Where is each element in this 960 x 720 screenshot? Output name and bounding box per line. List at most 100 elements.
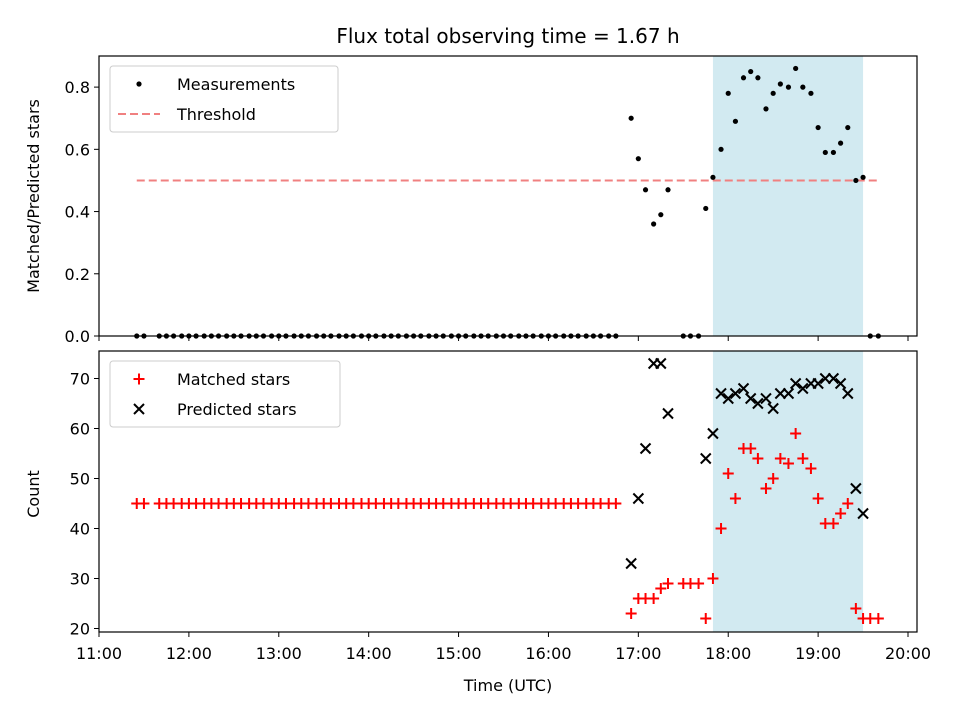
data-point (648, 593, 660, 604)
x-tick-label: 14:00 (346, 644, 392, 663)
data-point (138, 498, 150, 509)
x-tick-label: 18:00 (705, 644, 751, 663)
data-point (700, 452, 712, 465)
data-point (812, 377, 824, 390)
data-point (655, 357, 667, 370)
data-point (651, 221, 657, 227)
data-point (853, 177, 859, 184)
axes-frame (98, 55, 918, 337)
legend-box (109, 360, 341, 428)
data-point (782, 387, 795, 400)
y-tick-label: 50 (70, 470, 90, 489)
y-tick-label: 20 (70, 620, 90, 639)
data-point (800, 84, 806, 90)
data-point (722, 392, 734, 405)
data-point (610, 498, 622, 509)
data-point (628, 115, 634, 121)
data-point (860, 174, 866, 180)
data-point (760, 483, 772, 494)
legend-label: Matched stars (177, 370, 290, 389)
x-axis-title: Time (UTC) (463, 676, 552, 695)
data-point (789, 377, 802, 390)
data-point (700, 613, 712, 624)
data-point (740, 75, 747, 81)
legend-marker (133, 403, 145, 415)
data-point (845, 124, 851, 131)
data-point (715, 523, 727, 534)
x-tick-label: 13:00 (256, 644, 302, 663)
data-point (872, 613, 884, 624)
data-point (737, 382, 750, 395)
data-point (639, 442, 652, 455)
y-axis-title-top: Matched/Predicted stars (24, 99, 43, 293)
data-point (625, 557, 637, 570)
legend: Measurements Threshold (109, 65, 339, 133)
data-point (718, 146, 724, 152)
data-point (707, 427, 719, 440)
data-point (827, 518, 839, 529)
x-tick-label: 20:00 (885, 644, 931, 663)
data-point (625, 608, 637, 619)
x-tick-label: 16:00 (525, 644, 571, 663)
data-point (635, 156, 641, 162)
series-predicted-stars (625, 357, 869, 570)
data-point (665, 187, 671, 193)
data-point (763, 106, 769, 112)
data-point (642, 187, 649, 193)
data-point (842, 498, 854, 509)
x-tick-label: 17:00 (615, 644, 661, 663)
y-tick-label: 0.4 (65, 203, 90, 222)
data-point (808, 90, 814, 96)
data-point (777, 81, 783, 87)
y-axis-title-bottom: Count (24, 470, 43, 518)
x-tick-label: 11:00 (76, 644, 122, 663)
data-point (703, 205, 709, 212)
data-point (797, 453, 809, 464)
data-point (790, 428, 802, 439)
y-tick-label: 70 (70, 370, 90, 389)
legend-label: Predicted stars (177, 400, 297, 419)
data-point (752, 453, 764, 464)
data-point (662, 578, 674, 589)
data-point (662, 407, 674, 420)
data-point (767, 473, 779, 484)
data-point (837, 140, 844, 146)
y-tick-label: 30 (70, 570, 90, 589)
y-tick-label: 40 (70, 520, 90, 539)
y-tick-label: 0.2 (65, 265, 90, 284)
observing-window-span (712, 351, 864, 632)
data-point (693, 578, 705, 589)
legend-marker (136, 81, 142, 87)
series-matched-stars (131, 428, 884, 624)
data-point (834, 377, 847, 390)
legend-label: Threshold (176, 105, 256, 124)
data-point (710, 174, 716, 180)
y-tick-label: 0.6 (65, 140, 90, 159)
data-point (658, 212, 664, 218)
data-point (785, 84, 792, 90)
ratio-panel: 0.0 0.2 0.4 0.6 0.8 Measurements Threshold (65, 55, 918, 346)
data-point (850, 603, 862, 614)
data-point (774, 387, 787, 400)
data-point (632, 492, 645, 505)
observing-window-span (712, 56, 864, 336)
data-point (819, 372, 832, 385)
data-point (760, 392, 772, 405)
data-point (782, 458, 794, 469)
data-point (655, 583, 667, 594)
data-point (857, 507, 869, 520)
x-tick-label: 19:00 (795, 644, 841, 663)
data-point (729, 387, 742, 400)
data-point (842, 387, 854, 400)
data-point (767, 402, 779, 415)
data-point (812, 493, 824, 504)
data-point (830, 149, 837, 156)
x-tick-label: 12:00 (166, 644, 212, 663)
legend-marker (133, 373, 145, 385)
axes-frame (98, 350, 918, 633)
data-point (715, 387, 727, 400)
data-point (835, 508, 847, 519)
count-panel: 11:00 12:00 13:00 14:00 15:00 16:00 17:00 18:00… (70, 350, 931, 663)
data-point (793, 65, 799, 72)
